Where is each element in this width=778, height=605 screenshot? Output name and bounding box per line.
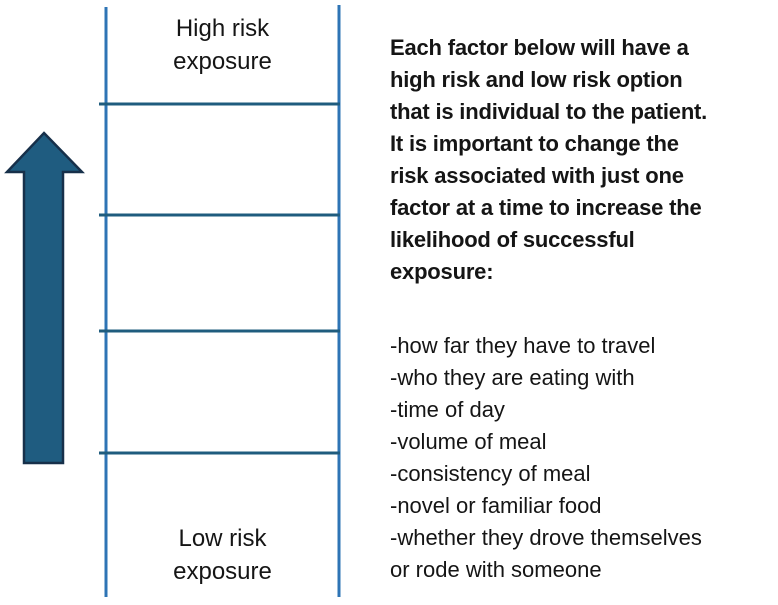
- instruction-paragraph: Each factor below will have a high risk …: [390, 35, 708, 284]
- low-risk-exposure-label: Low risk exposure: [173, 525, 272, 585]
- up-arrow-icon: [4, 131, 85, 465]
- high-risk-exposure-label: High risk exposure: [173, 15, 272, 75]
- factor-list: -how far they have to travel -who they a…: [390, 333, 702, 582]
